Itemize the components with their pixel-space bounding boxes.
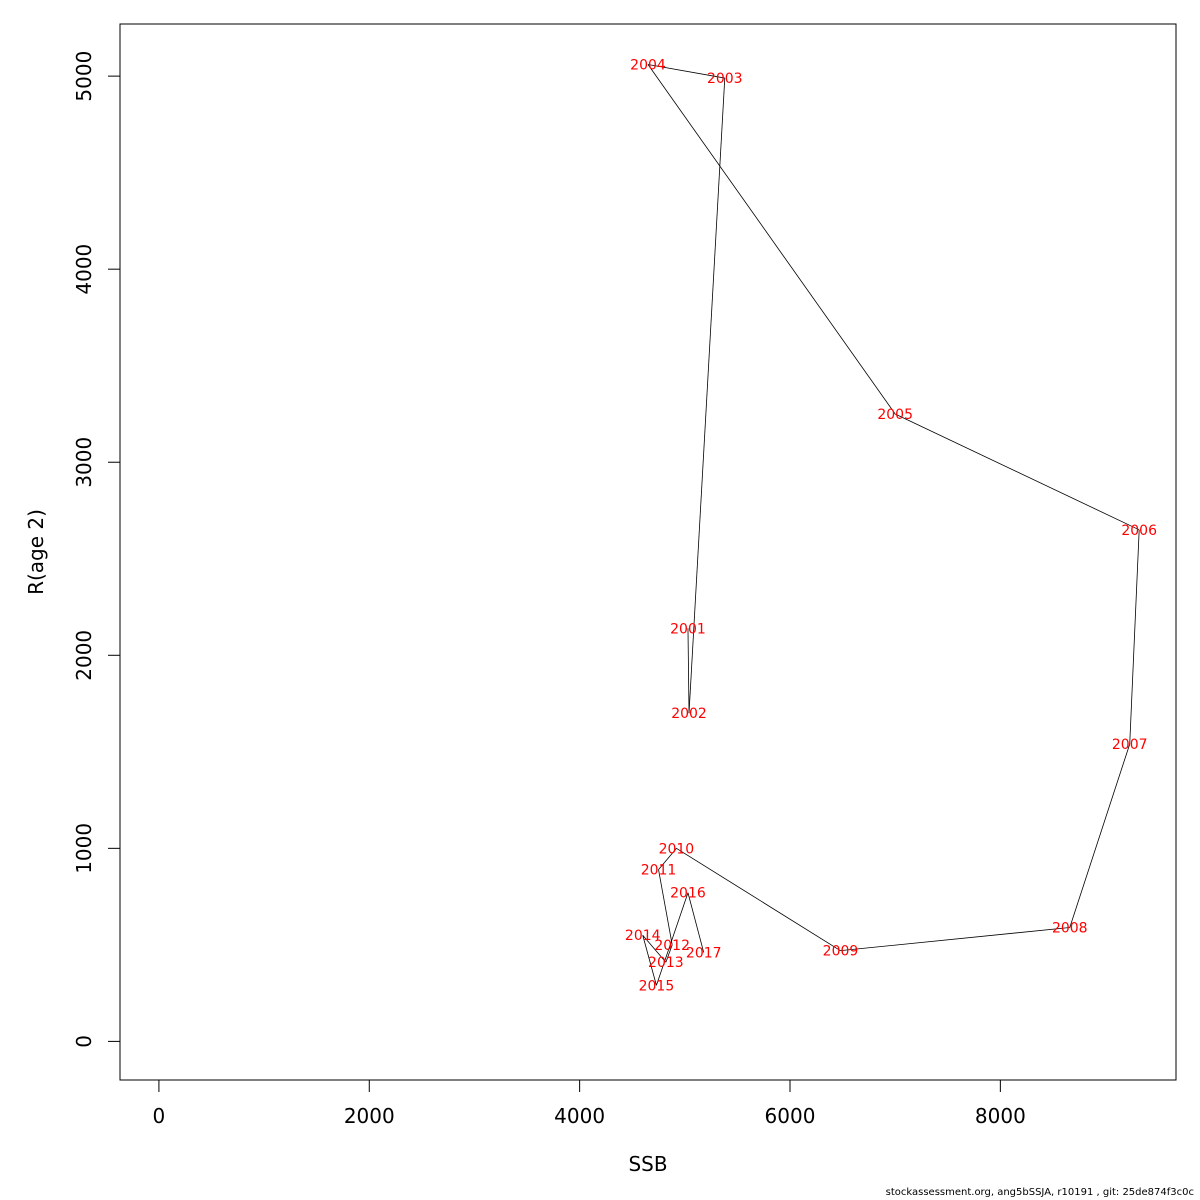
- x-tick-label: 4000: [554, 1104, 605, 1128]
- y-tick-label: 5000: [72, 51, 96, 102]
- series-segment-2009-2010: [676, 847, 841, 951]
- x-axis-title: SSB: [628, 1152, 667, 1176]
- series-segment-2014-2015: [642, 935, 657, 986]
- y-tick-label: 0: [72, 1035, 96, 1048]
- point-label-2015: 2015: [639, 978, 675, 994]
- point-label-2004: 2004: [630, 58, 666, 74]
- point-label-2003: 2003: [707, 71, 743, 87]
- y-axis: 0 1000 2000 3000 4000 5000: [72, 51, 121, 1048]
- x-tick-label: 8000: [975, 1104, 1026, 1128]
- series-segment-2007-2008: [1069, 743, 1131, 928]
- point-label-2012: 2012: [654, 938, 690, 954]
- point-label-2007: 2007: [1112, 737, 1148, 753]
- y-tick-label: 3000: [72, 437, 96, 488]
- x-tick-label: 6000: [765, 1104, 816, 1128]
- point-label-2014: 2014: [625, 928, 661, 944]
- footer-credit: stockassessment.org, ang5bSSJA, r10191 ,…: [885, 1187, 1194, 1198]
- plot-frame: [119, 23, 1177, 1081]
- y-axis-title: R(age 2): [24, 509, 48, 595]
- series-segment-2003-2004: [647, 64, 725, 79]
- point-label-2001: 2001: [670, 621, 706, 637]
- x-tick-label: 2000: [344, 1104, 395, 1128]
- series-path: [642, 64, 1140, 986]
- point-label-2017: 2017: [686, 946, 722, 962]
- point-label-2008: 2008: [1052, 920, 1088, 936]
- series-segment-2001-2002: [687, 628, 690, 714]
- point-label-2010: 2010: [659, 841, 695, 857]
- x-axis: 0 2000 4000 6000 8000: [153, 1079, 1026, 1128]
- point-label-2002: 2002: [671, 706, 707, 722]
- point-label-2006: 2006: [1121, 523, 1157, 539]
- y-tick-label: 2000: [72, 630, 96, 681]
- series-segment-2015-2016: [656, 892, 689, 986]
- series-segment-2011-2012: [658, 869, 673, 945]
- point-label-2013: 2013: [648, 955, 684, 971]
- point-label-2005: 2005: [877, 407, 913, 423]
- series-segment-2005-2006: [894, 413, 1140, 531]
- series-segment-2013-2014: [642, 934, 667, 963]
- point-labels: 2001 2002 2003 2004 2005 2006 2007 2008 2009 2010…: [625, 58, 1157, 995]
- point-label-2009: 2009: [823, 944, 859, 960]
- y-tick-label: 1000: [72, 823, 96, 874]
- series-segment-2002-2003: [688, 78, 726, 714]
- series-segment-2016-2017: [687, 892, 705, 953]
- x-tick-label: 0: [153, 1104, 166, 1128]
- series-segment-2004-2005: [647, 64, 896, 415]
- series-segment-2012-2013: [665, 944, 673, 963]
- series-segment-2008-2009: [840, 927, 1070, 952]
- y-tick-label: 4000: [72, 244, 96, 295]
- point-label-2011: 2011: [641, 863, 677, 879]
- series-segment-2006-2007: [1129, 529, 1140, 745]
- series-segment-2010-2011: [658, 848, 677, 870]
- point-label-2016: 2016: [670, 886, 706, 902]
